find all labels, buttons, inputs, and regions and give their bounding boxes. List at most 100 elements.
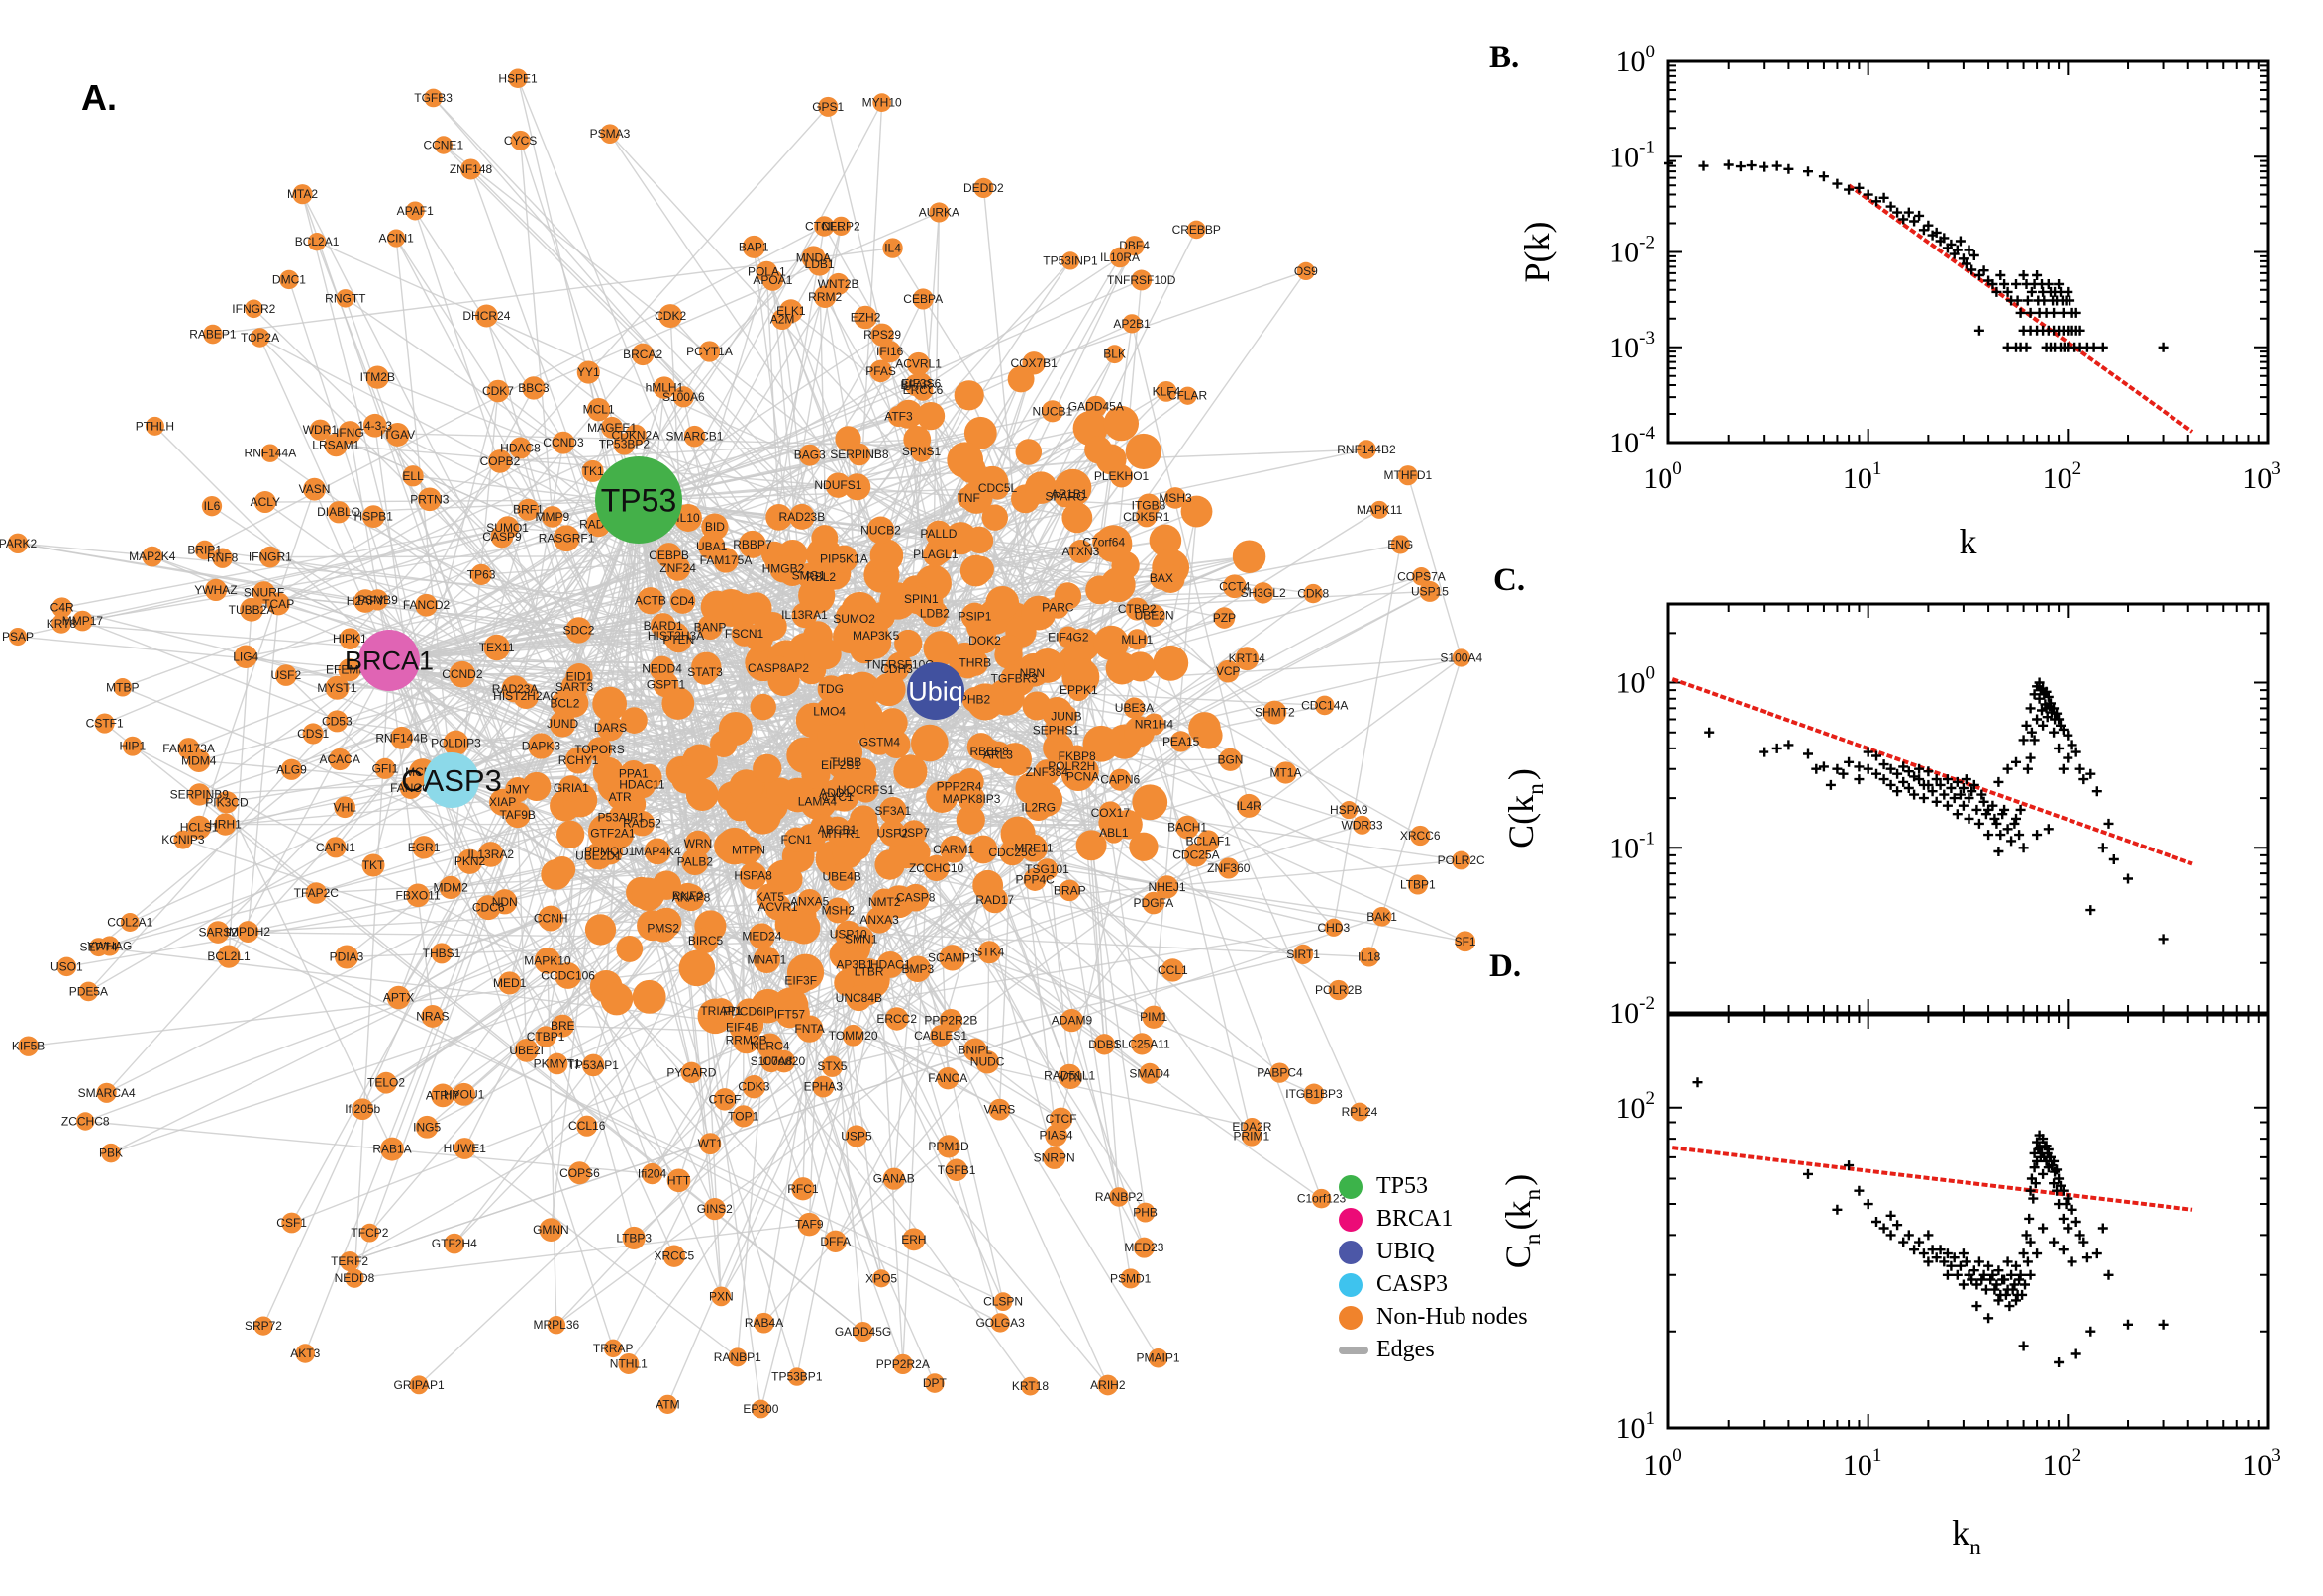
gene-label: MED23	[1124, 1241, 1163, 1254]
gene-label: TSG101	[1025, 862, 1069, 876]
gene-label: PALB2	[677, 854, 714, 868]
gene-label: S100A6	[662, 390, 705, 404]
gene-label: CD4	[670, 594, 694, 608]
gene-label: CTGF	[709, 1092, 742, 1106]
gene-label: ITGAV	[380, 428, 415, 442]
gene-label: HSPE1	[498, 71, 538, 85]
gene-label: SPARC	[1045, 490, 1085, 504]
gene-label: FKBP8	[1059, 749, 1096, 763]
gene-label: CTBP2	[1118, 602, 1157, 616]
gene-label: PHB2	[960, 693, 991, 707]
gene-label: UQCRFS1	[838, 783, 895, 797]
gene-label: EDA2R	[1232, 1120, 1271, 1134]
panel-label-a: A.	[81, 77, 117, 118]
plot-ckn: 100 10-1 10-2 C(kn )	[1501, 602, 2270, 1030]
gene-label: ATRIP	[426, 1088, 459, 1102]
gene-label: BCLAF1	[1185, 835, 1231, 848]
gene-label: BCL2L1	[207, 949, 251, 963]
gene-label: RAD17	[975, 893, 1014, 907]
legend-item-ubiq: UBIQ	[1339, 1236, 1528, 1268]
gene-label: BIRC5	[688, 934, 724, 948]
gene-label: ATXN3	[1062, 545, 1100, 558]
gene-label: MAPK8IP3	[943, 792, 1001, 806]
gene-label: PKMYT1	[534, 1056, 581, 1070]
gene-label: EID1	[566, 670, 593, 684]
gene-label: WNT2B	[818, 277, 859, 291]
gene-label: GSTM4	[859, 736, 901, 749]
gene-label: XPO5	[865, 1271, 897, 1285]
gene-label: IFI16	[876, 345, 904, 358]
gene-label: DHCR24	[462, 309, 510, 323]
tick-label: 10-1	[1609, 828, 1655, 864]
gene-label: CASP9	[482, 530, 522, 544]
legend-label: Edges	[1376, 1337, 1435, 1362]
gene-label: HIP1	[119, 740, 146, 753]
gene-label: RAD52	[623, 817, 661, 831]
gene-label: BBC3	[518, 381, 550, 395]
gene-label: MCL1	[583, 403, 615, 417]
gene-label: GSPT1	[647, 677, 686, 691]
gene-label: TNFRSF10D	[1107, 273, 1176, 287]
gene-label: HIST2H2AC	[493, 689, 558, 703]
gene-label: PHB	[1133, 1206, 1158, 1220]
gene-label: PDIA3	[330, 949, 364, 963]
gene-label: USP7	[898, 826, 930, 840]
gene-label: STX5	[817, 1059, 847, 1073]
gene-label: PYCARD	[666, 1065, 716, 1079]
gene-label: CDS1	[297, 727, 329, 741]
gene-label: BRF1	[513, 503, 544, 517]
gene-label: RFC1	[787, 1182, 819, 1196]
gene-label: MYST1	[317, 681, 356, 695]
gene-label: TKT	[362, 858, 385, 872]
gene-label: DDB1	[1088, 1038, 1120, 1051]
gene-label: ARIH2	[1090, 1378, 1126, 1392]
gene-label: ACACA	[320, 752, 360, 766]
gene-label: MMP17	[62, 614, 104, 628]
legend-item-edges: Edges	[1339, 1334, 1528, 1366]
tick-label: 102	[2043, 458, 2082, 495]
gene-label: HIPK1	[333, 632, 367, 646]
gene-label: CFLAR	[1168, 389, 1208, 403]
gene-label: RRM2B	[726, 1033, 767, 1047]
panel-label-b: B.	[1489, 40, 1520, 75]
gene-label: PPP2R2A	[876, 1357, 930, 1371]
gene-label: SEPT4	[80, 941, 118, 954]
gene-label: TP63	[467, 567, 496, 581]
gene-label: CLSPN	[983, 1295, 1023, 1309]
network-hub-nodes: TP53 BRCA1 Ubiq CASP3	[345, 456, 964, 808]
gene-label: H2AFY	[347, 594, 385, 608]
gene-label: BRCA2	[623, 348, 662, 361]
gene-label: ITGB1BP3	[1285, 1087, 1343, 1101]
gene-label: CASP8AP2	[748, 661, 809, 675]
gene-label: KCNIP3	[161, 833, 205, 847]
tick-label: 101	[1616, 1408, 1656, 1445]
gene-label: TAF9B	[499, 808, 535, 822]
gene-label: BAX	[1150, 571, 1173, 585]
gene-label: ADD1	[819, 786, 851, 800]
gene-label: ZCCHC8	[61, 1114, 110, 1128]
gene-label: RANBP2	[1095, 1190, 1143, 1204]
gene-label: SPIN1	[904, 592, 939, 606]
gene-label: MRPL36	[534, 1318, 580, 1332]
gene-label: CDKN2A	[612, 429, 660, 443]
gene-label: PARK2	[0, 537, 38, 550]
gene-label: RRM2	[808, 290, 842, 304]
gene-label: PTEN	[662, 633, 694, 647]
gene-label: CSTF1	[86, 717, 124, 731]
gene-label: NEDD4	[642, 661, 682, 675]
gene-label: CDK2	[655, 309, 686, 323]
tick-label: 102	[2043, 1446, 2082, 1482]
gene-label: VHL	[334, 800, 357, 814]
gene-label: CTCF	[1046, 1112, 1077, 1126]
gene-label: CDC25C	[988, 846, 1036, 859]
tick-label: 100	[1616, 42, 1656, 78]
gene-label: IL13RA1	[781, 608, 828, 622]
gene-label: CCDC106	[541, 968, 595, 982]
gene-label: COL2A1	[107, 916, 152, 930]
hub-label-casp3: CASP3	[401, 763, 502, 798]
tick-label: 10-2	[1609, 993, 1655, 1030]
gene-label: BACH1	[1167, 821, 1207, 835]
power-law-fit-line	[1672, 1146, 2193, 1212]
gene-label: WDR1	[303, 423, 339, 437]
